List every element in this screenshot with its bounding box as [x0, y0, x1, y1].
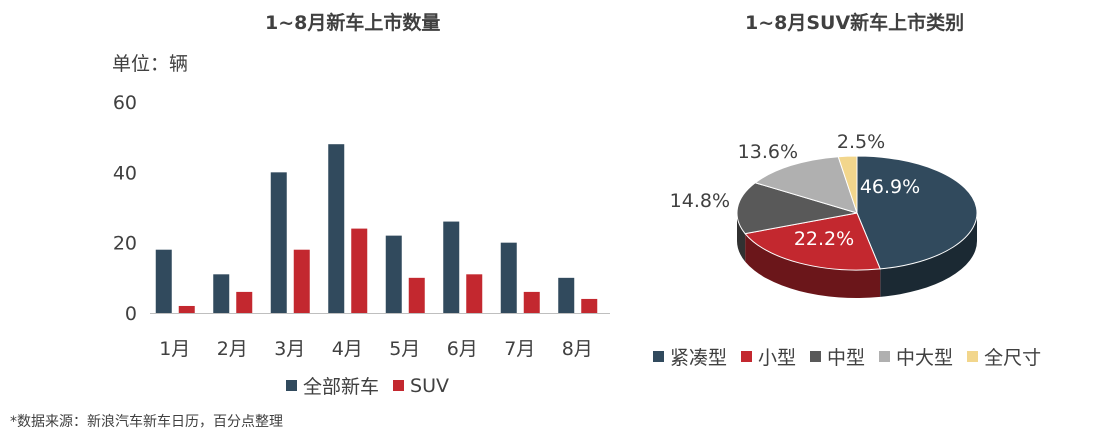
bar-suv-2 [236, 291, 253, 313]
legend-item-midsize: 中型 [810, 343, 865, 370]
pie-slice-midsize [736, 182, 858, 235]
legend-label-fullsize: 全尺寸 [984, 347, 1042, 369]
bar-chart-legend: 全部新车 SUV [286, 372, 463, 399]
bar-suv-1 [178, 305, 195, 313]
bar-chart-title: 1~8月新车上市数量 [265, 12, 441, 34]
legend-item-small: 小型 [741, 343, 796, 370]
legend-label-all: 全部新车 [303, 376, 380, 398]
legend-swatch-midlarge [879, 351, 891, 362]
pie-label-midlarge: 13.6% [738, 141, 798, 163]
legend-label-small: 小型 [758, 347, 797, 369]
legend-swatch-fullsize [967, 351, 979, 362]
legend-item-fullsize: 全尺寸 [967, 343, 1041, 370]
x-tick-label: 4月 [332, 338, 363, 360]
bar-all-7 [500, 242, 517, 313]
bar-all-6 [443, 221, 460, 313]
bar-suv-5 [408, 277, 425, 313]
bar-suv-8 [581, 298, 598, 313]
source-note: *数据来源：新浪汽车新车日历，百分点整理 [10, 414, 283, 430]
pie-label-small: 22.2% [794, 228, 854, 250]
unit-label: 单位：辆 [112, 53, 189, 75]
pie-label-fullsize: 2.5% [837, 131, 885, 153]
x-tick-label: 3月 [274, 338, 305, 360]
legend-label-compact: 紧凑型 [670, 347, 728, 369]
y-tick-label: 20 [113, 233, 137, 255]
y-tick-label: 0 [125, 303, 137, 325]
pie-label-compact: 46.9% [860, 176, 920, 198]
pie-chart-legend: 紧凑型 小型 中型 中大型 全尺寸 [653, 343, 1055, 370]
x-tick-label: 7月 [504, 338, 535, 360]
bar-suv-3 [293, 249, 310, 313]
bar-suv-7 [523, 291, 540, 313]
legend-item-suv: SUV [393, 375, 449, 397]
legend-swatch-compact [653, 351, 664, 362]
legend-label-midlarge: 中大型 [896, 347, 954, 369]
legend-swatch-midsize [810, 351, 822, 362]
legend-item-midlarge: 中大型 [879, 343, 953, 370]
bar-all-2 [213, 274, 230, 313]
pie-slice-midlarge [754, 156, 858, 214]
bar-all-3 [270, 172, 287, 313]
legend-label-suv: SUV [410, 374, 449, 397]
pie-label-midsize: 14.8% [670, 190, 730, 212]
legend-label-midsize: 中型 [827, 347, 866, 369]
bar-suv-6 [466, 274, 483, 313]
bar-suv-4 [351, 228, 368, 313]
y-tick-label: 40 [113, 162, 137, 184]
pie-slice-compact [856, 155, 978, 270]
pie-slice-small [744, 212, 881, 271]
bar-all-8 [558, 277, 575, 313]
bar-all-1 [155, 249, 172, 313]
y-tick-label: 60 [113, 92, 137, 114]
legend-item-compact: 紧凑型 [653, 343, 727, 370]
pie-side-wall [745, 233, 881, 298]
x-tick-label: 6月 [447, 338, 478, 360]
legend-swatch-suv [393, 380, 405, 391]
x-tick-label: 1月 [159, 338, 190, 360]
x-tick-label: 2月 [217, 338, 248, 360]
legend-swatch-small [741, 351, 753, 362]
legend-item-all: 全部新车 [286, 372, 379, 399]
pie-side-wall [737, 213, 746, 262]
pie-slice-fullsize [837, 155, 858, 214]
bar-all-5 [385, 235, 402, 313]
legend-swatch-all [286, 380, 297, 391]
bar-all-4 [328, 144, 345, 313]
x-tick-label: 5月 [389, 338, 420, 360]
x-tick-label: 8月 [562, 338, 593, 360]
pie-chart-title: 1~8月SUV新车上市类别 [745, 12, 965, 34]
pie-side-wall [880, 213, 977, 297]
